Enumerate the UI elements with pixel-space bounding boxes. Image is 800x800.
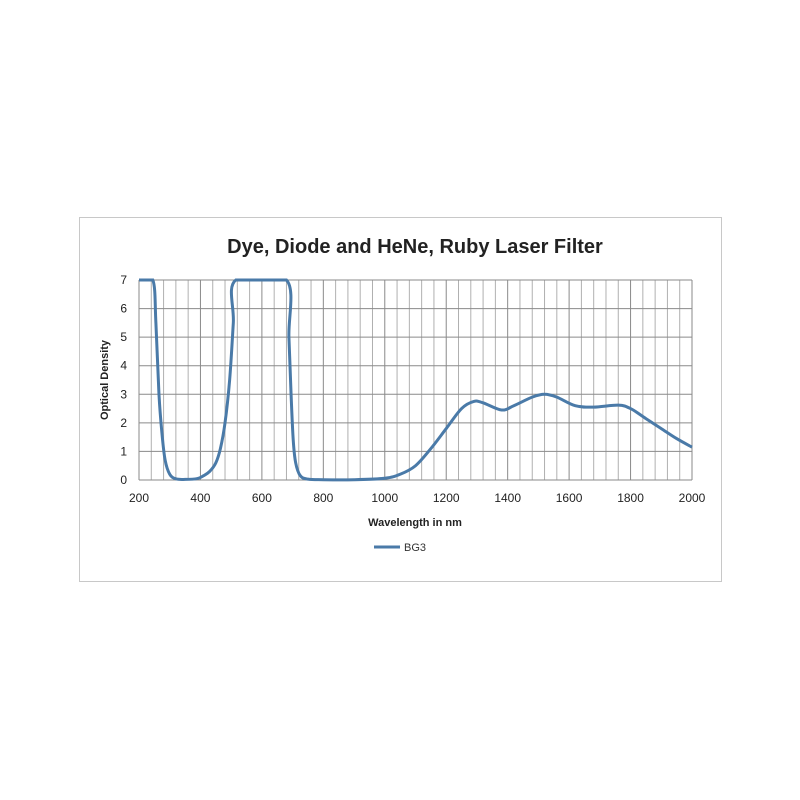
x-tick-label: 1000: [371, 491, 398, 505]
x-tick-label: 400: [190, 491, 210, 505]
y-tick-label: 5: [120, 330, 127, 344]
x-tick-label: 1400: [494, 491, 521, 505]
x-tick-label: 2000: [679, 491, 706, 505]
y-tick-label: 6: [120, 302, 127, 316]
x-tick-label: 200: [129, 491, 149, 505]
y-tick-label: 4: [120, 359, 127, 373]
x-tick-label: 800: [313, 491, 333, 505]
y-axis-label: Optical Density: [99, 339, 111, 420]
chart-title: Dye, Diode and HeNe, Ruby Laser Filter: [227, 236, 603, 258]
series-line-bg3: [139, 278, 693, 482]
y-tick-label: 1: [120, 444, 127, 458]
x-tick-label: 1800: [617, 491, 644, 505]
chart-frame: [79, 217, 722, 582]
x-tick-label: 600: [252, 491, 272, 505]
x-axis-label: Wavelength in nm: [368, 517, 462, 529]
y-tick-label: 0: [120, 473, 127, 487]
y-tick-label: 7: [120, 273, 127, 287]
x-tick-label: 1600: [556, 491, 583, 505]
legend-label-bg3: BG3: [404, 542, 426, 554]
y-tick-label: 2: [120, 416, 127, 430]
x-tick-label: 1200: [433, 491, 460, 505]
y-tick-label: 3: [120, 387, 127, 401]
